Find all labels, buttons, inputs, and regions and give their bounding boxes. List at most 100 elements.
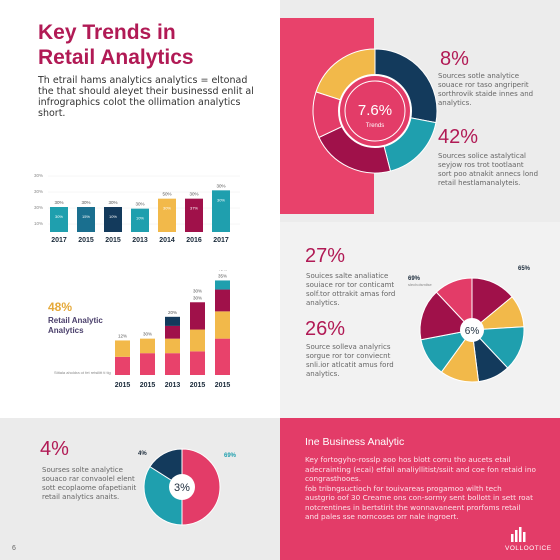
stat-tr2-desc: Sources solice astalytical seyjow ros tr… — [438, 152, 539, 187]
segment-label: 35% — [218, 273, 227, 278]
pie-outer-label: 69% — [408, 276, 421, 282]
bar — [185, 198, 203, 232]
cta-body: Key fortogyho-rosslp aoo hos blott corru… — [305, 455, 536, 521]
x-tick-label: 2015 — [78, 237, 94, 244]
pie-center — [338, 74, 412, 148]
bar-inner-label: 30% — [55, 214, 63, 219]
pie-slice — [419, 291, 473, 341]
bar-top-label: 30% — [54, 200, 63, 205]
pie-center — [460, 318, 484, 342]
bar-inner-label: 37% — [190, 206, 198, 211]
pie-outer-label: 65% — [518, 266, 531, 272]
bar-chart-yearly: 30% 30% 30% 10% 30% 30% 2017 30% 15% 2015 30% 10% 20… — [34, 173, 240, 244]
pie-outer-label: 4% — [138, 451, 147, 457]
stat-bl-value: 4% — [40, 438, 69, 460]
x-tick-label: 2015 — [105, 237, 121, 244]
segment-label: 30% — [143, 332, 152, 337]
bar — [158, 198, 176, 232]
stacked-segment — [140, 353, 155, 375]
stat-tr2-value: 42% — [438, 126, 479, 148]
top-label: 30% — [193, 288, 202, 293]
x-tick-label: 2015 — [215, 382, 231, 389]
y-tick-label: 30% — [34, 173, 43, 178]
cta-title: Ine Business Analytic — [305, 436, 405, 448]
segment-label: 30% — [193, 295, 202, 300]
x-tick-label: 2015 — [190, 382, 206, 389]
page-title: Key Trends in Retail Analytics — [38, 21, 194, 69]
bar-inner-label: 30% — [163, 206, 171, 211]
stacked-segment — [165, 338, 180, 354]
bar-top-label: 30% — [81, 200, 90, 205]
pie-center-label: 6% — [465, 326, 480, 337]
stat-tr1-value: 8% — [440, 48, 469, 70]
stacked-segment — [190, 302, 205, 330]
top-label: 40% — [218, 270, 227, 271]
y-tick-label: 30% — [34, 189, 43, 194]
stacked-legend-value: 48% — [48, 300, 73, 314]
stacked-segment — [190, 351, 205, 375]
brand-logo-icon — [511, 527, 526, 542]
x-tick-label: 2013 — [165, 382, 181, 389]
pie-outer-label: 69% — [224, 453, 237, 459]
pie-slice — [181, 448, 221, 526]
stacked-segment — [215, 280, 230, 290]
stat-mr2-value: 26% — [305, 318, 346, 340]
donut-center-label: Trends — [366, 123, 384, 129]
bar — [131, 208, 149, 232]
stat-mr1-desc: Souices salte analiatice souiace ror tor… — [306, 272, 396, 307]
stacked-segment — [115, 356, 130, 375]
bar — [50, 207, 68, 232]
bar — [104, 207, 122, 232]
bar-inner-label: 15% — [82, 214, 90, 219]
x-tick-label: 2015 — [115, 382, 131, 389]
bar — [212, 190, 230, 232]
x-tick-label: 2016 — [186, 237, 202, 244]
x-tick-label: 2014 — [159, 237, 175, 244]
bar-top-label: 30% — [108, 200, 117, 205]
bar — [77, 207, 95, 232]
bar-top-label: 50% — [162, 192, 171, 197]
bar-inner-label: 10% — [109, 214, 117, 219]
stacked-legend-note: Stitala aholdra ot fet retsilitt ti tig — [54, 370, 111, 375]
stacked-segment — [190, 329, 205, 352]
pie-slice — [435, 277, 473, 332]
mr-note: slecholsmilse — [408, 282, 432, 287]
y-tick-label: 30% — [34, 205, 43, 210]
stat-mr2-desc: Source solleva analyrics sorgue ror tor … — [306, 343, 394, 378]
bar-inner-label: 10% — [136, 216, 144, 221]
stacked-segment — [215, 311, 230, 339]
y-tick-label: 10% — [34, 221, 43, 226]
pie-chart-share: 3% 4% 69% — [138, 448, 237, 526]
x-tick-label: 2015 — [140, 382, 156, 389]
pie-chart-segments: 6% 69% 65% — [408, 266, 531, 383]
stacked-segment — [165, 353, 180, 375]
pie-center-label: 3% — [174, 482, 190, 494]
brand-name: VOLLOOTICE — [505, 545, 552, 552]
stacked-bar-chart: 12% 2015 30% 2015 20% 2013 30% 30% 2015 35% 40% 201… — [115, 270, 231, 389]
stat-bl-desc: Sourses solte analytice souaco rar conva… — [42, 466, 137, 501]
stat-tr1-desc: Sources sotle analytice souace ror taso … — [438, 72, 534, 107]
bottom-left-panel — [0, 418, 280, 560]
intro-text: Th etrail hams analytics analytics = elt… — [38, 75, 254, 119]
stacked-segment — [140, 338, 155, 354]
stat-mr1-value: 27% — [305, 245, 346, 267]
pie-center-ring — [344, 80, 406, 142]
bar-inner-label: 30% — [217, 197, 225, 202]
stacked-segment — [215, 289, 230, 312]
page-number: 6 — [12, 545, 16, 552]
x-tick-label: 2017 — [51, 237, 67, 244]
stacked-segment — [165, 316, 180, 326]
segment-label: 12% — [118, 333, 127, 338]
stacked-segment — [215, 338, 230, 375]
stacked-legend-text: Retail Analytic Analytics — [48, 316, 103, 335]
donut-center-value: 7.6% — [358, 102, 392, 119]
bar-top-label: 30% — [189, 192, 198, 197]
stacked-segment — [115, 340, 130, 357]
donut-chart-trends: 7.6% Trends — [312, 48, 438, 174]
bar-top-label: 30% — [216, 183, 225, 188]
stacked-segment — [165, 325, 180, 339]
x-tick-label: 2013 — [132, 237, 148, 244]
segment-label: 20% — [168, 310, 177, 315]
x-tick-label: 2017 — [213, 237, 229, 244]
